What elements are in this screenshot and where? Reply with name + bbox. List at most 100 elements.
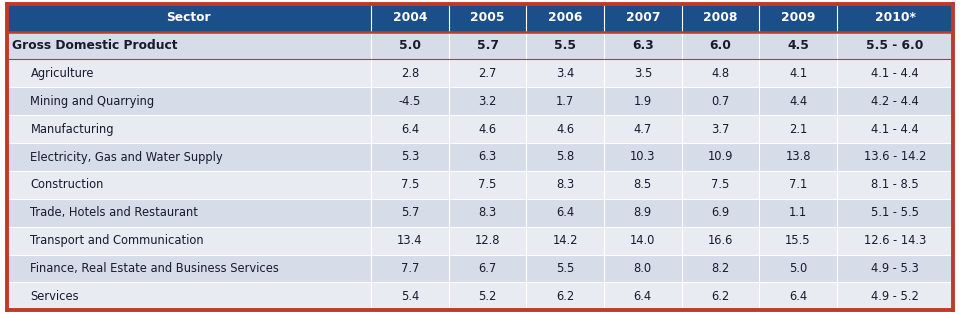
Text: 8.2: 8.2 — [711, 262, 730, 275]
Bar — [604, 4, 682, 32]
Text: 4.4: 4.4 — [789, 95, 807, 108]
Bar — [526, 255, 604, 282]
Text: 7.5: 7.5 — [478, 178, 496, 191]
Bar — [372, 227, 448, 255]
Text: 13.6 - 14.2: 13.6 - 14.2 — [864, 150, 926, 164]
Bar — [372, 143, 448, 171]
Bar — [7, 255, 372, 282]
Text: 14.0: 14.0 — [630, 234, 656, 247]
Text: 3.5: 3.5 — [634, 67, 652, 80]
Text: 8.1 - 8.5: 8.1 - 8.5 — [871, 178, 919, 191]
Text: 4.1: 4.1 — [789, 67, 807, 80]
Text: Finance, Real Estate and Business Services: Finance, Real Estate and Business Servic… — [31, 262, 279, 275]
Text: 3.2: 3.2 — [478, 95, 496, 108]
Text: 5.7: 5.7 — [400, 206, 420, 219]
Text: 16.6: 16.6 — [708, 234, 733, 247]
Bar — [526, 32, 604, 59]
Text: 5.7: 5.7 — [476, 39, 498, 52]
Text: 5.1 - 5.5: 5.1 - 5.5 — [871, 206, 919, 219]
Bar — [682, 227, 759, 255]
Bar — [526, 87, 604, 115]
Text: 6.4: 6.4 — [634, 290, 652, 303]
Bar — [682, 87, 759, 115]
Text: 4.7: 4.7 — [634, 123, 652, 136]
Bar — [526, 115, 604, 143]
Text: 6.9: 6.9 — [711, 206, 730, 219]
Bar — [682, 143, 759, 171]
Text: Construction: Construction — [31, 178, 104, 191]
Text: 8.0: 8.0 — [634, 262, 652, 275]
Bar — [759, 115, 837, 143]
Text: Manufacturing: Manufacturing — [31, 123, 114, 136]
Text: 4.1 - 4.4: 4.1 - 4.4 — [872, 123, 919, 136]
Bar — [837, 143, 953, 171]
Bar — [604, 115, 682, 143]
Bar — [448, 199, 526, 227]
Bar — [372, 282, 448, 310]
Bar — [759, 199, 837, 227]
Bar — [759, 227, 837, 255]
Text: 4.9 - 5.3: 4.9 - 5.3 — [871, 262, 919, 275]
Text: 6.0: 6.0 — [709, 39, 732, 52]
Bar — [759, 59, 837, 87]
Text: 2005: 2005 — [470, 11, 505, 24]
Bar — [7, 115, 372, 143]
Bar — [372, 59, 448, 87]
Bar — [448, 59, 526, 87]
Text: 0.7: 0.7 — [711, 95, 730, 108]
Bar — [837, 115, 953, 143]
Text: 14.2: 14.2 — [552, 234, 578, 247]
Text: 3.4: 3.4 — [556, 67, 574, 80]
Bar — [682, 59, 759, 87]
Bar — [526, 171, 604, 199]
Text: 6.4: 6.4 — [789, 290, 807, 303]
Text: 7.5: 7.5 — [400, 178, 420, 191]
Text: Sector: Sector — [167, 11, 211, 24]
Text: 4.6: 4.6 — [478, 123, 496, 136]
Bar — [7, 227, 372, 255]
Bar — [759, 4, 837, 32]
Bar — [604, 255, 682, 282]
Bar — [759, 143, 837, 171]
Bar — [526, 199, 604, 227]
Bar — [682, 255, 759, 282]
Text: 2.8: 2.8 — [401, 67, 420, 80]
Bar — [7, 199, 372, 227]
Bar — [682, 199, 759, 227]
Text: 2004: 2004 — [393, 11, 427, 24]
Bar — [7, 32, 372, 59]
Bar — [837, 227, 953, 255]
Text: 4.6: 4.6 — [556, 123, 574, 136]
Text: 2.1: 2.1 — [789, 123, 807, 136]
Bar — [526, 59, 604, 87]
Bar — [837, 199, 953, 227]
Bar — [7, 59, 372, 87]
Text: Mining and Quarrying: Mining and Quarrying — [31, 95, 155, 108]
Text: 2008: 2008 — [704, 11, 737, 24]
Text: 5.0: 5.0 — [399, 39, 420, 52]
Text: 2007: 2007 — [626, 11, 660, 24]
Bar — [372, 87, 448, 115]
Bar — [7, 282, 372, 310]
Text: 4.1 - 4.4: 4.1 - 4.4 — [872, 67, 919, 80]
Text: 2010*: 2010* — [875, 11, 916, 24]
Text: 6.4: 6.4 — [556, 206, 574, 219]
Bar — [448, 255, 526, 282]
Bar — [837, 59, 953, 87]
Text: 13.8: 13.8 — [785, 150, 811, 164]
Text: 12.8: 12.8 — [475, 234, 500, 247]
Bar — [682, 171, 759, 199]
Text: 8.3: 8.3 — [556, 178, 574, 191]
Text: 1.9: 1.9 — [634, 95, 652, 108]
Text: 12.6 - 14.3: 12.6 - 14.3 — [864, 234, 926, 247]
Text: Services: Services — [31, 290, 79, 303]
Bar — [448, 32, 526, 59]
Bar — [604, 87, 682, 115]
Text: 6.3: 6.3 — [632, 39, 654, 52]
Text: 10.3: 10.3 — [630, 150, 656, 164]
Bar — [372, 4, 448, 32]
Bar — [837, 87, 953, 115]
Text: 3.7: 3.7 — [711, 123, 730, 136]
Text: 4.2 - 4.4: 4.2 - 4.4 — [871, 95, 919, 108]
Text: Gross Domestic Product: Gross Domestic Product — [12, 39, 178, 52]
